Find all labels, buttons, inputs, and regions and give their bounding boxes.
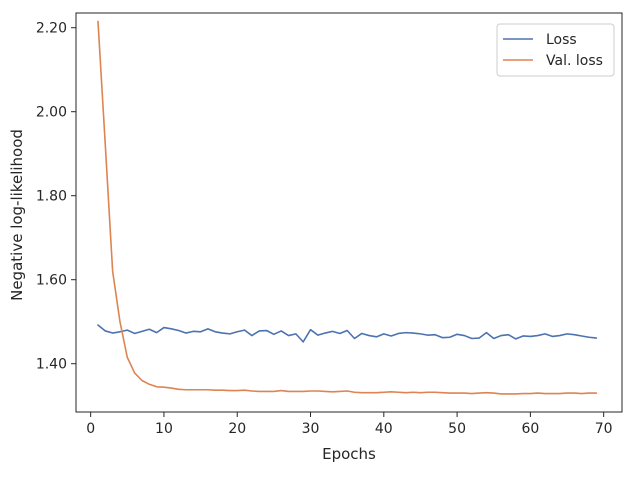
plot-background xyxy=(76,13,622,412)
series-line-loss xyxy=(97,324,598,343)
y-tick-label: 1.60 xyxy=(36,273,67,289)
x-tick-label: 0 xyxy=(86,421,95,437)
x-tick-label: 70 xyxy=(595,421,613,437)
x-tick-label: 50 xyxy=(448,421,466,437)
x-tick-label: 40 xyxy=(375,421,393,437)
y-axis: 1.40 1.60 1.80 2.00 2.20 xyxy=(36,21,76,373)
legend-box xyxy=(496,23,615,77)
legend-label-loss: Loss xyxy=(546,32,577,48)
x-tick-label: 20 xyxy=(228,421,246,437)
y-tick-label: 2.20 xyxy=(36,21,67,37)
y-tick-label: 2.00 xyxy=(36,105,67,121)
plot-frame xyxy=(75,12,623,413)
y-tick-label: 1.40 xyxy=(36,357,67,373)
x-axis: 0 10 20 30 40 50 60 70 xyxy=(86,412,613,437)
series-line-val-loss xyxy=(97,20,598,395)
series-lines xyxy=(97,20,598,395)
legend: Loss Val. loss xyxy=(496,23,615,77)
x-tick-label: 30 xyxy=(302,421,320,437)
x-tick-label: 60 xyxy=(521,421,539,437)
y-axis-label: Negative log-likelihood xyxy=(8,129,26,301)
y-tick-label: 1.80 xyxy=(36,189,67,205)
legend-label-val-loss: Val. loss xyxy=(546,53,603,69)
x-axis-label: Epochs xyxy=(322,445,376,463)
x-tick-label: 10 xyxy=(155,421,173,437)
